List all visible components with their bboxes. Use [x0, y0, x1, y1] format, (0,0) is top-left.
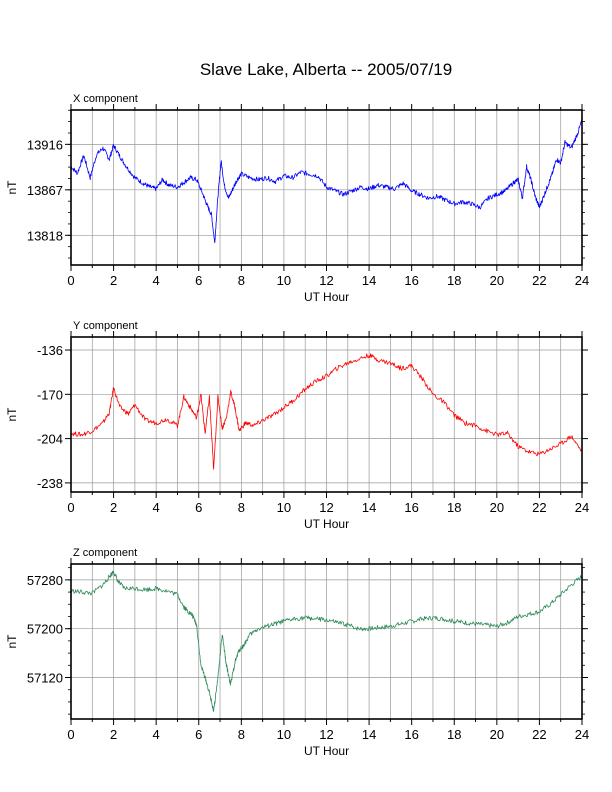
y-axis-label: nT — [5, 407, 19, 422]
x-tick-label: 10 — [277, 727, 291, 742]
x-tick-label: 20 — [490, 500, 504, 515]
component-label: X component — [73, 93, 138, 105]
series-line-x-component — [70, 118, 583, 244]
x-tick-label: 6 — [195, 500, 202, 515]
y-tick-label: -238 — [37, 476, 63, 491]
component-label: Y component — [73, 320, 138, 332]
x-tick-label: 24 — [575, 727, 589, 742]
x-tick-label: 22 — [532, 273, 546, 288]
y-tick-label: -170 — [37, 387, 63, 402]
x-tick-label: 4 — [153, 500, 160, 515]
x-tick-label: 6 — [195, 273, 202, 288]
x-tick-label: 10 — [277, 273, 291, 288]
y-tick-label: 57200 — [27, 622, 63, 637]
y-axis-label: nT — [5, 180, 19, 195]
series-line-y-component — [70, 353, 583, 470]
x-tick-label: 12 — [319, 727, 333, 742]
y-axis-label: nT — [5, 634, 19, 649]
y-tick-label: -136 — [37, 343, 63, 358]
x-tick-label: 2 — [110, 273, 117, 288]
x-tick-label: 14 — [362, 273, 376, 288]
x-tick-label: 14 — [362, 727, 376, 742]
x-tick-label: 24 — [575, 273, 589, 288]
x-tick-label: 20 — [490, 273, 504, 288]
y-tick-label: 13916 — [27, 137, 63, 152]
y-tick-label: 57120 — [27, 671, 63, 686]
y-tick-label: 57280 — [27, 573, 63, 588]
x-tick-label: 14 — [362, 500, 376, 515]
x-tick-label: 16 — [404, 500, 418, 515]
x-tick-label: 0 — [67, 727, 74, 742]
x-tick-label: 2 — [110, 500, 117, 515]
x-axis-label: UT Hour — [304, 744, 349, 758]
x-tick-label: 6 — [195, 727, 202, 742]
x-tick-label: 24 — [575, 500, 589, 515]
x-tick-label: 12 — [319, 500, 333, 515]
x-tick-label: 18 — [447, 500, 461, 515]
x-tick-label: 16 — [404, 273, 418, 288]
y-tick-label: 13818 — [27, 228, 63, 243]
x-tick-label: 8 — [238, 273, 245, 288]
x-tick-label: 12 — [319, 273, 333, 288]
series-line-z-component — [70, 570, 583, 712]
x-tick-label: 4 — [153, 727, 160, 742]
x-tick-label: 0 — [67, 500, 74, 515]
x-tick-label: 16 — [404, 727, 418, 742]
x-tick-label: 22 — [532, 727, 546, 742]
y-tick-label: -204 — [37, 432, 63, 447]
x-tick-label: 0 — [67, 273, 74, 288]
x-tick-label: 8 — [238, 500, 245, 515]
component-label: Z component — [73, 547, 137, 559]
x-tick-label: 18 — [447, 727, 461, 742]
x-tick-label: 2 — [110, 727, 117, 742]
x-tick-label: 10 — [277, 500, 291, 515]
x-tick-label: 22 — [532, 500, 546, 515]
figure-title: Slave Lake, Alberta -- 2005/07/19 — [200, 60, 452, 79]
x-tick-label: 18 — [447, 273, 461, 288]
x-tick-label: 8 — [238, 727, 245, 742]
x-axis-label: UT Hour — [304, 517, 349, 531]
x-axis-label: UT Hour — [304, 290, 349, 304]
x-tick-label: 20 — [490, 727, 504, 742]
x-tick-label: 4 — [153, 273, 160, 288]
y-tick-label: 13867 — [27, 183, 63, 198]
